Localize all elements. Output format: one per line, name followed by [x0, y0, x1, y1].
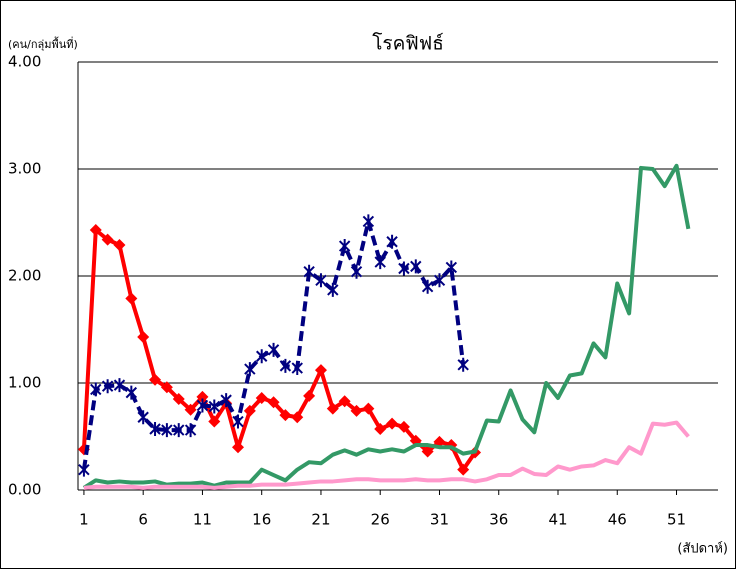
x-tick-label: 16 [252, 511, 271, 529]
x-tick-label: 31 [430, 511, 449, 529]
marker [208, 415, 221, 428]
y-tick-label: 1.00 [8, 374, 41, 392]
marker [445, 260, 458, 275]
x-tick-label: 26 [371, 511, 390, 529]
marker [172, 393, 185, 406]
x-tick-label: 21 [311, 511, 330, 529]
x-tick-label: 1 [79, 511, 89, 529]
marker [149, 373, 162, 386]
series-line [82, 163, 691, 490]
marker [101, 233, 114, 246]
y-tick-label: 2.00 [8, 267, 41, 285]
marker [374, 255, 386, 270]
marker [184, 423, 197, 438]
marker [398, 261, 410, 276]
marker [113, 378, 126, 393]
marker [267, 342, 280, 357]
marker [267, 396, 280, 409]
marker [208, 399, 221, 414]
marker [125, 385, 138, 400]
marker [386, 234, 398, 249]
marker [410, 259, 422, 274]
series-line [81, 227, 477, 472]
marker [421, 279, 434, 294]
marker [315, 273, 327, 288]
marker [350, 264, 363, 279]
marker [244, 362, 256, 377]
x-tick-label: 6 [138, 511, 148, 529]
marker [433, 273, 446, 288]
marker [255, 391, 268, 404]
marker [161, 423, 173, 438]
marker [90, 382, 102, 397]
marker [101, 379, 114, 394]
marker [137, 330, 150, 343]
marker [303, 389, 316, 402]
marker [362, 402, 375, 415]
marker [255, 349, 268, 364]
y-tick-label: 3.00 [8, 160, 41, 178]
series-line [83, 420, 690, 490]
marker [350, 404, 363, 417]
marker [314, 364, 327, 377]
marker [397, 420, 410, 433]
x-tick-label: 46 [608, 511, 627, 529]
marker [338, 239, 351, 254]
x-axis-label: (สัปดาห์) [677, 541, 728, 557]
marker [327, 282, 339, 297]
marker [137, 410, 149, 425]
chart-title: โรคฟิฟธ์ [372, 32, 444, 55]
marker [326, 402, 339, 415]
y-tick-label: 4.00 [8, 53, 41, 71]
marker [421, 445, 434, 458]
x-tick-label: 11 [193, 511, 212, 529]
marker [184, 403, 197, 416]
marker [374, 423, 387, 436]
marker [220, 393, 232, 408]
marker [125, 292, 138, 305]
marker [279, 409, 292, 422]
marker [173, 423, 185, 438]
marker [457, 357, 469, 372]
marker [196, 390, 209, 403]
marker [386, 417, 399, 430]
marker [291, 361, 303, 376]
y-axis-label: (คน/กลุ่มพื้นที่) [8, 36, 78, 51]
marker [291, 411, 304, 424]
x-tick-label: 41 [548, 511, 567, 529]
marker [78, 462, 90, 477]
marker [89, 223, 102, 236]
y-tick-label: 0.00 [8, 481, 41, 499]
marker [279, 358, 292, 373]
marker [303, 264, 315, 279]
marker [362, 214, 375, 229]
marker [196, 398, 209, 413]
x-tick-label: 36 [489, 511, 508, 529]
marker [243, 404, 256, 417]
marker [149, 422, 161, 437]
marker [232, 414, 244, 429]
marker [338, 395, 351, 408]
x-tick-label: 51 [667, 511, 686, 529]
marker [113, 238, 126, 251]
marker [457, 463, 470, 476]
marker [232, 441, 244, 454]
marker [160, 381, 173, 394]
